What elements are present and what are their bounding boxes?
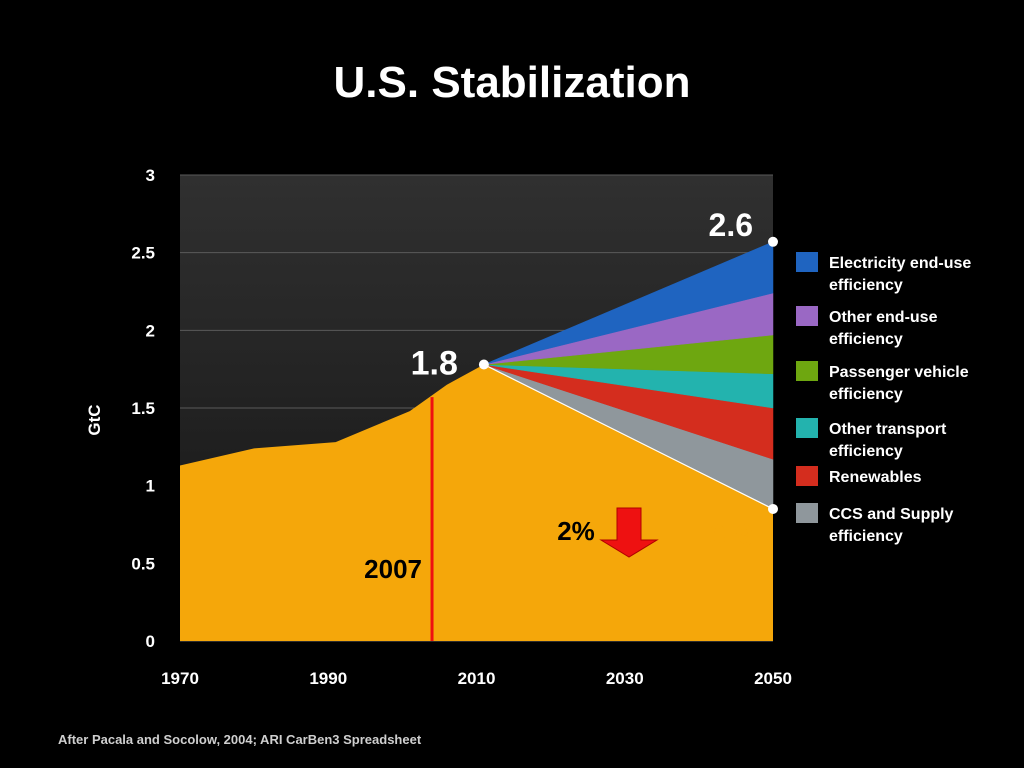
y-tick-label-3: 1.5 <box>131 399 155 418</box>
legend-label-1-1: efficiency <box>829 331 903 348</box>
legend-label-4-0: Renewables <box>829 469 922 486</box>
x-tick-label-1: 1990 <box>309 669 347 688</box>
stabilization-line <box>483 363 774 510</box>
year-marker-label: 2007 <box>364 554 422 584</box>
reduction-arrow-icon <box>599 507 659 558</box>
slide-title: U.S. Stabilization <box>333 58 691 107</box>
point-label-2: 0.9 <box>709 518 753 554</box>
x-tick-label-2: 2010 <box>458 669 496 688</box>
point-label-1: 2.6 <box>709 207 753 243</box>
point-marker-2 <box>768 503 778 514</box>
y-axis-label: GtC <box>85 404 104 435</box>
x-tick-label-0: 1970 <box>161 669 199 688</box>
y-tick-label-4: 2 <box>146 321 155 340</box>
legend-swatch-5 <box>796 503 818 523</box>
legend-swatch-3 <box>796 418 818 438</box>
reduction-label: 2% <box>557 516 595 546</box>
legend-swatch-2 <box>796 361 818 381</box>
legend-label-0-0: Electricity end-use <box>829 255 971 272</box>
y-tick-label-0: 0 <box>146 632 155 651</box>
legend-swatch-1 <box>796 306 818 326</box>
source-note: After Pacala and Socolow, 2004; ARI CarB… <box>58 732 422 747</box>
legend-label-2-1: efficiency <box>829 386 903 403</box>
baseline-area-group <box>180 363 774 641</box>
legend-label-1-0: Other end-use <box>829 309 938 326</box>
y-tick-label-2: 1 <box>146 477 155 496</box>
y-tick-label-5: 2.5 <box>131 244 155 263</box>
legend-label-5-1: efficiency <box>829 528 903 545</box>
y-tick-label-6: 3 <box>146 166 155 185</box>
wedge-electricity-end-use-efficiency <box>483 241 774 365</box>
legend-swatch-4 <box>796 466 818 486</box>
legend-label-3-0: Other transport <box>829 421 947 438</box>
annotation-marks: 2007 2% 1.8 2.6 0.9 <box>364 207 778 641</box>
point-marker-1 <box>768 236 778 247</box>
x-tick-label-4: 2050 <box>754 669 792 688</box>
point-label-0: 1.8 <box>411 345 458 383</box>
legend-label-2-0: Passenger vehicle <box>829 364 969 381</box>
legend-label-5-0: CCS and Supply <box>829 506 954 523</box>
legend: Electricity end-use efficiency Other end-u… <box>796 252 971 545</box>
y-tick-label-1: 0.5 <box>131 554 155 573</box>
y-axis-ticks: 0 0.5 1 1.5 2 2.5 3 <box>131 166 155 651</box>
legend-label-3-1: efficiency <box>829 443 903 460</box>
legend-swatch-0 <box>796 252 818 272</box>
baseline-area <box>180 364 773 641</box>
legend-label-0-1: efficiency <box>829 277 903 294</box>
point-marker-0 <box>478 359 489 370</box>
x-tick-label-3: 2030 <box>606 669 644 688</box>
x-axis-ticks: 1970 1990 2010 2030 2050 <box>161 669 792 688</box>
